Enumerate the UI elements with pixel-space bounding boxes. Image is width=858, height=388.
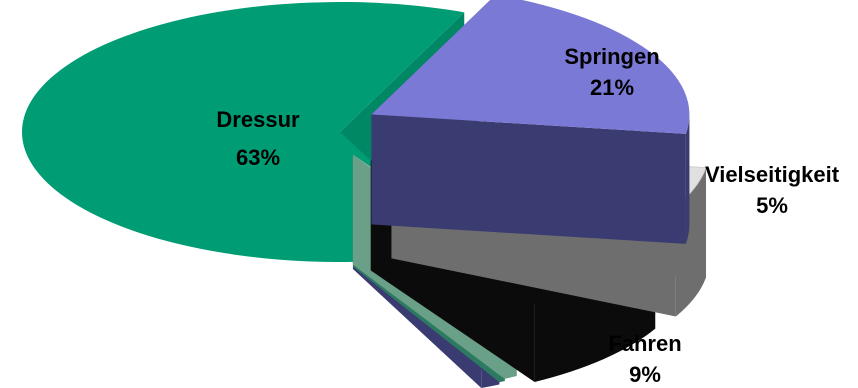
slice-value-fahren: 9% (629, 362, 661, 387)
slice-value-springen: 21% (590, 75, 634, 100)
slice-value-dressur: 63% (236, 145, 280, 170)
pie-labels: Dressur 63% Springen 21% Vielseitigkeit … (216, 44, 839, 387)
pie-slice-top (371, 0, 690, 134)
pie-slices (22, 0, 707, 388)
pie-slice-side (685, 114, 690, 244)
pie-slice-springen (371, 0, 690, 244)
slice-value-vielseitigkeit: 5% (756, 193, 788, 218)
slice-label-fahren: Fahren (608, 331, 681, 356)
pie-slice-wall (371, 114, 686, 244)
slice-label-dressur: Dressur (216, 107, 300, 132)
slice-label-vielseitigkeit: Vielseitigkeit (705, 162, 840, 187)
slice-label-springen: Springen (564, 44, 659, 69)
